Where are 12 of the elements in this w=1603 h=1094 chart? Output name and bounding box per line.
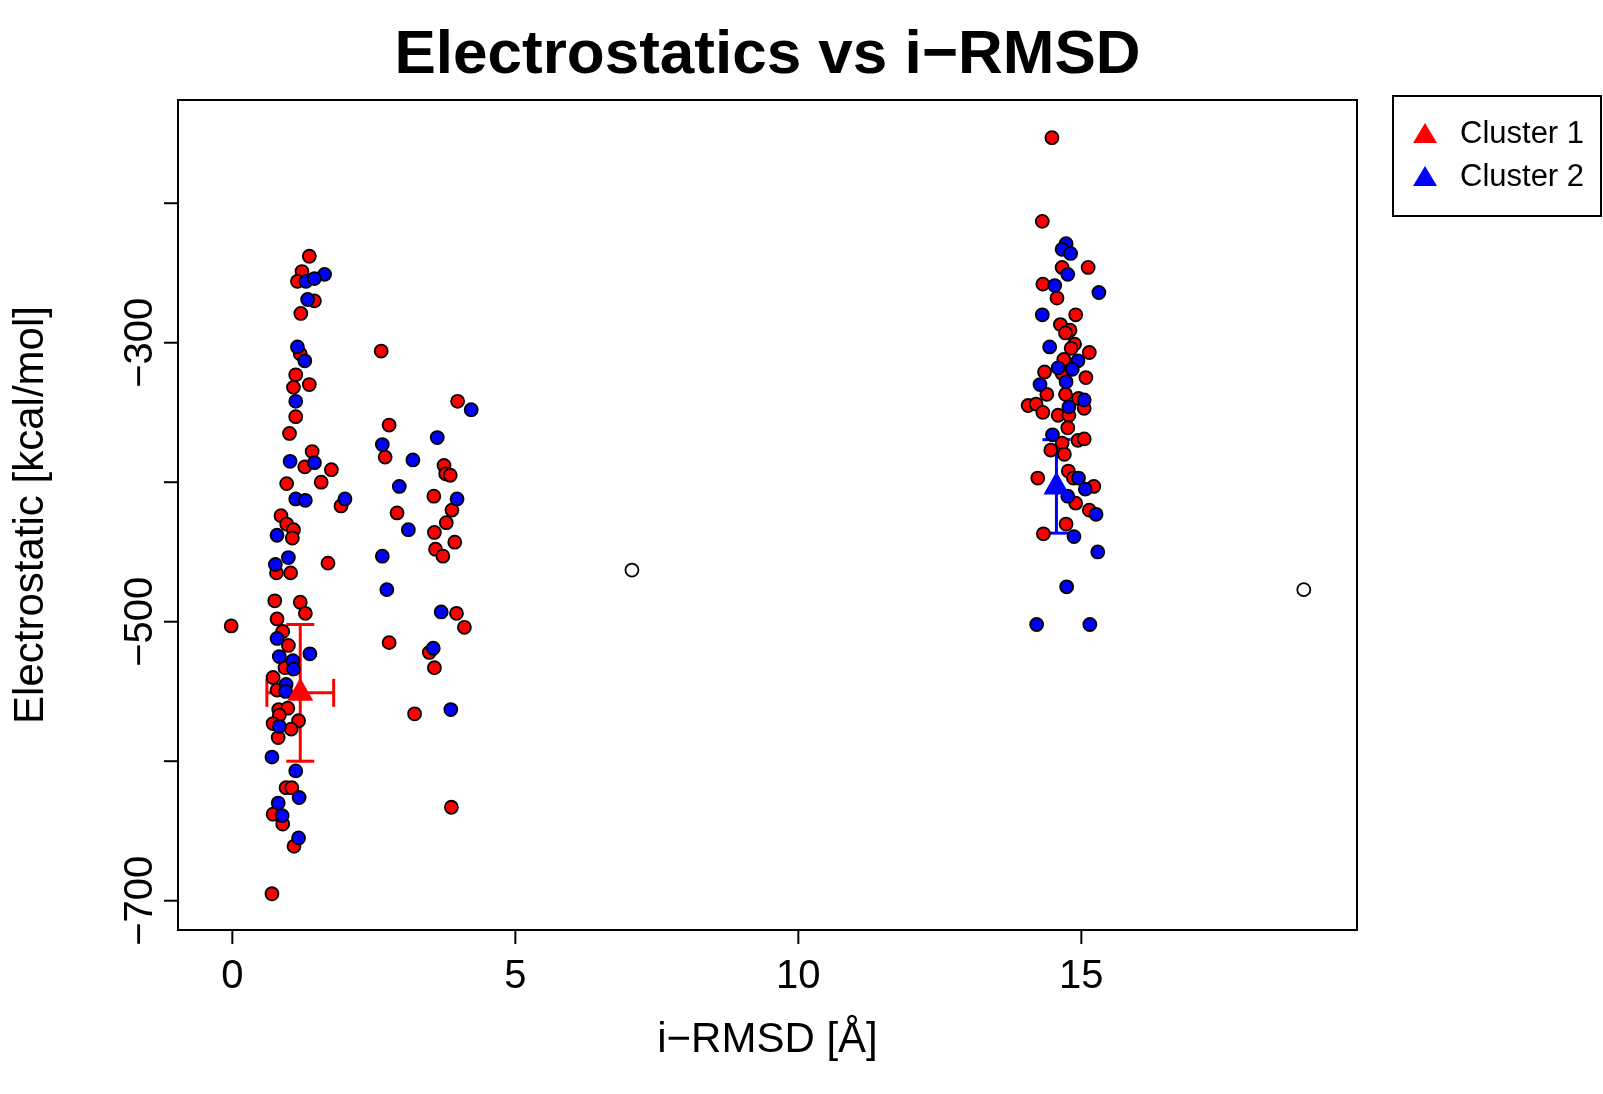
y-tick-label: −700 — [116, 855, 160, 946]
x-tick-label: 5 — [504, 952, 527, 996]
legend-label: Cluster 2 — [1460, 157, 1585, 194]
x-axis-title: i−RMSD [Å] — [657, 1014, 878, 1061]
y-axis-title: Electrostatic [kcal/mol] — [4, 306, 52, 724]
chart-title: Electrostatics vs i−RMSD — [393, 16, 1142, 87]
legend-label: Cluster 1 — [1460, 114, 1585, 151]
x-tick-label: 0 — [221, 952, 244, 996]
x-tick-label: 15 — [1059, 952, 1104, 996]
y-tick-label: −300 — [116, 297, 160, 388]
x-tick-label: 10 — [776, 952, 821, 996]
y-tick-label: −500 — [116, 576, 160, 667]
